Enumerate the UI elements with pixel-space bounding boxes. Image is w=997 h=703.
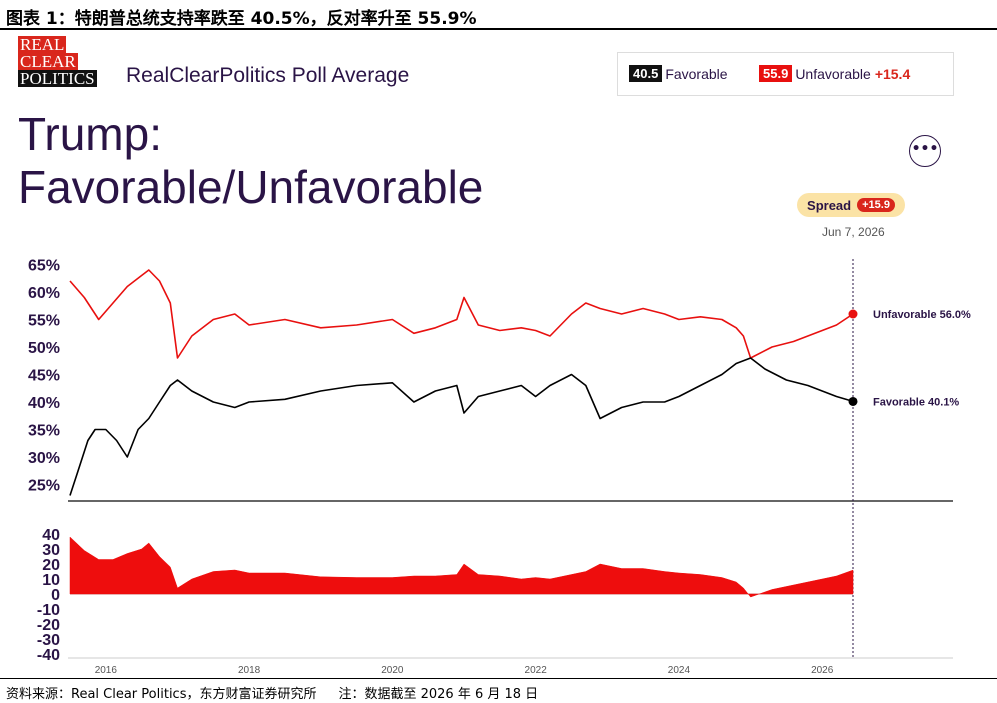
legend-unfavorable: 55.9 Unfavorable +15.4 — [759, 65, 910, 82]
unfavorable-line — [69, 269, 854, 359]
y-tick-label-top: 45% — [28, 368, 60, 385]
favorable-end-label: Favorable 40.1% — [873, 396, 959, 408]
chart-title: Trump: Favorable/Unfavorable — [18, 108, 483, 214]
more-horizontal-icon: ••• — [911, 141, 939, 157]
site-title: RealClearPolitics Poll Average — [126, 64, 410, 87]
unfavorable-endpoint — [848, 309, 858, 319]
y-tick-label-bottom: 40 — [42, 527, 60, 544]
spread-pill-value: +15.9 — [857, 198, 895, 212]
y-tick-label-bottom: 30 — [42, 542, 60, 559]
y-tick-label-top: 35% — [28, 423, 60, 440]
x-tick-label: 2018 — [238, 665, 261, 676]
favorable-endpoint — [848, 396, 858, 406]
hover-date-label: Jun 7, 2026 — [822, 225, 885, 239]
x-tick-label: 2016 — [95, 665, 118, 676]
source-text: 资料来源：Real Clear Politics，东方财富证券研究所 — [6, 687, 317, 702]
y-tick-label-bottom: 10 — [42, 572, 60, 589]
chart-title-line-1: Trump: — [18, 108, 162, 160]
logo-line-1: REAL — [18, 35, 67, 54]
x-tick-label: 2026 — [811, 665, 834, 676]
y-tick-label-bottom: 20 — [42, 557, 60, 574]
top-rule — [0, 28, 997, 30]
logo-line-2: CLEAR — [18, 52, 78, 71]
y-tick-label-top: 30% — [28, 450, 60, 467]
favorable-value-badge: 40.5 — [629, 65, 663, 82]
legend-spread-value: +15.4 — [874, 65, 911, 82]
chart-title-line-2: Favorable/Unfavorable — [18, 161, 484, 213]
unfavorable-label: Unfavorable — [795, 65, 871, 82]
y-tick-label-bottom: -20 — [37, 617, 60, 634]
figure-title: 图表 1：特朗普总统支持率跌至 40.5%，反对率升至 55.9% — [6, 9, 477, 29]
y-tick-label-top: 25% — [28, 478, 60, 495]
rcp-logo: REAL CLEAR POLITICS — [18, 34, 102, 88]
spread-area — [69, 536, 854, 598]
favorable-line — [69, 357, 854, 496]
y-tick-label-top: 50% — [28, 340, 60, 357]
y-tick-label-top: 65% — [28, 258, 60, 275]
source-note: 资料来源：Real Clear Politics，东方财富证券研究所 注：数据截至… — [6, 683, 538, 702]
y-tick-label-top: 60% — [28, 285, 60, 302]
y-tick-label-bottom: -10 — [37, 602, 60, 619]
logo-line-3: POLITICS — [18, 69, 97, 88]
y-tick-label-bottom: 0 — [51, 587, 60, 604]
favorable-label: Favorable — [665, 65, 728, 82]
more-options-button[interactable]: ••• — [909, 135, 941, 167]
unfavorable-end-label: Unfavorable 56.0% — [873, 309, 971, 321]
poll-legend: 40.5 Favorable 55.9 Unfavorable +15.4 — [617, 52, 954, 96]
y-tick-label-bottom: -40 — [37, 647, 60, 664]
y-tick-label-bottom: -30 — [37, 632, 60, 649]
note-text: 注：数据截至 2026 年 6 月 18 日 — [338, 687, 539, 702]
spread-pill: Spread +15.9 — [797, 193, 905, 217]
x-tick-label: 2022 — [525, 665, 548, 676]
y-tick-label-top: 55% — [28, 313, 60, 330]
y-tick-label-top: 40% — [28, 395, 60, 412]
legend-favorable: 40.5 Favorable — [629, 65, 728, 82]
spread-pill-label: Spread — [807, 197, 852, 213]
unfavorable-value-badge: 55.9 — [759, 65, 793, 82]
x-tick-label: 2024 — [668, 665, 691, 676]
x-tick-label: 2020 — [381, 665, 404, 676]
bottom-rule — [0, 678, 997, 679]
